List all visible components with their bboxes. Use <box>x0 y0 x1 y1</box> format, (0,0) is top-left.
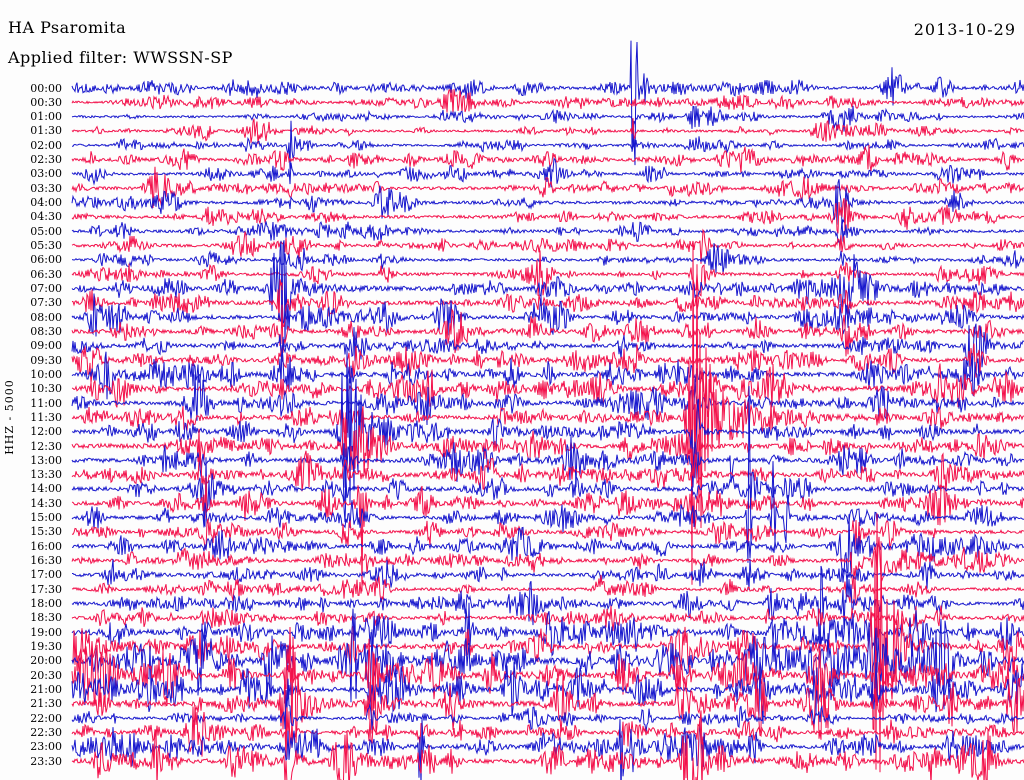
row-time-label: 15:30 <box>30 525 62 539</box>
trace-row-0800 <box>71 290 1024 337</box>
trace-row-1730 <box>71 574 1024 606</box>
row-time-label: 03:30 <box>30 181 62 195</box>
row-time-label: 14:00 <box>30 482 62 496</box>
row-time-label: 09:00 <box>30 339 62 353</box>
row-time-label: 02:30 <box>30 153 62 167</box>
trace-row-0930 <box>71 343 1024 383</box>
row-time-label: 14:30 <box>30 496 62 510</box>
row-time-label: 18:00 <box>30 597 62 611</box>
trace-row-0400 <box>71 179 1024 225</box>
trace-row-1200 <box>71 347 1024 523</box>
row-time-label: 10:30 <box>30 382 62 396</box>
trace-row-1930 <box>71 513 1024 773</box>
row-time-label: 20:00 <box>30 654 62 668</box>
row-time-label: 12:00 <box>30 425 62 439</box>
trace-row-2030 <box>71 638 1024 711</box>
trace-row-0030 <box>71 89 1024 115</box>
row-time-label: 22:30 <box>30 725 62 739</box>
row-time-label: 17:00 <box>30 568 62 582</box>
row-time-label: 04:30 <box>30 210 62 224</box>
row-time-label: 23:30 <box>30 754 62 768</box>
row-time-label: 15:00 <box>30 511 62 525</box>
trace-row-0330 <box>71 166 1024 209</box>
trace-row-2300 <box>71 717 1024 780</box>
applied-filter-line: Applied filter: WWSSN-SP <box>8 48 233 67</box>
trace-row-0100 <box>71 105 1024 138</box>
trace-row-1030 <box>71 363 1024 418</box>
row-time-label: 21:30 <box>30 697 62 711</box>
row-time-label: 07:00 <box>30 281 62 295</box>
row-time-label: 07:30 <box>30 296 62 310</box>
trace-row-2100 <box>71 656 1024 724</box>
row-time-label: 02:00 <box>30 138 62 152</box>
trace-row-1900 <box>71 602 1024 657</box>
row-time-label: 05:00 <box>30 224 62 238</box>
row-time-label: 16:00 <box>30 539 62 553</box>
trace-row-1400 <box>71 457 1024 528</box>
trace-row-0700 <box>71 240 1024 347</box>
trace-row-0430 <box>71 198 1024 234</box>
trace-row-0600 <box>71 243 1024 274</box>
trace-row-0530 <box>71 228 1024 264</box>
trace-row-1230 <box>71 404 1024 476</box>
row-time-label: 11:00 <box>30 396 62 410</box>
plot-date: 2013-10-29 <box>913 20 1016 39</box>
row-time-label: 09:30 <box>30 353 62 367</box>
row-time-label: 22:00 <box>30 711 62 725</box>
trace-row-1100 <box>71 373 1024 426</box>
station-title: HA Psaromita <box>8 18 127 37</box>
row-time-label: 21:00 <box>30 682 62 696</box>
row-time-label: 23:00 <box>30 740 62 754</box>
trace-row-0300 <box>71 157 1024 188</box>
trace-row-0730 <box>71 279 1024 327</box>
trace-row-0900 <box>71 323 1024 385</box>
trace-row-1500 <box>71 386 1024 563</box>
row-time-label: 08:30 <box>30 324 62 338</box>
row-time-label: 20:30 <box>30 668 62 682</box>
row-time-label: 01:30 <box>30 124 62 138</box>
trace-row-1630 <box>71 536 1024 589</box>
row-time-label: 16:30 <box>30 554 62 568</box>
row-time-label: 13:30 <box>30 468 62 482</box>
row-time-label: 01:00 <box>30 110 62 124</box>
trace-row-0630 <box>71 250 1024 297</box>
trace-row-2230 <box>71 704 1024 757</box>
trace-row-0130 <box>71 118 1024 145</box>
row-time-label: 06:30 <box>30 267 62 281</box>
row-time-label: 17:30 <box>30 582 62 596</box>
row-time-label: 13:00 <box>30 453 62 467</box>
row-time-label: 18:30 <box>30 611 62 625</box>
trace-row-0000 <box>71 40 1024 166</box>
row-time-label: 04:00 <box>30 196 62 210</box>
trace-row-0230 <box>71 144 1024 174</box>
row-time-label: 03:00 <box>30 167 62 181</box>
row-time-label: 00:30 <box>30 95 62 109</box>
row-time-label: 19:00 <box>30 625 62 639</box>
trace-row-1430 <box>71 476 1024 592</box>
trace-row-1700 <box>72 558 1024 591</box>
row-time-label: 00:00 <box>30 81 62 95</box>
row-time-label: 12:30 <box>30 439 62 453</box>
trace-row-2130 <box>71 626 1024 759</box>
trace-row-1600 <box>71 514 1024 575</box>
trace-row-1330 <box>71 450 1024 493</box>
trace-row-1800 <box>71 565 1024 654</box>
row-time-label: 11:30 <box>30 410 62 424</box>
trace-row-0830 <box>71 304 1024 357</box>
row-time-label: 08:00 <box>30 310 62 324</box>
trace-row-1530 <box>71 518 1024 551</box>
trace-row-1000 <box>71 345 1024 400</box>
row-time-label: 06:00 <box>30 253 62 267</box>
trace-row-1300 <box>71 436 1024 488</box>
trace-row-2330 <box>71 718 1024 780</box>
trace-row-0500 <box>71 219 1024 246</box>
trace-row-2200 <box>71 678 1024 732</box>
trace-row-1130 <box>71 245 1024 585</box>
row-time-label: 10:00 <box>30 367 62 381</box>
row-time-label: 19:30 <box>30 639 62 653</box>
row-time-label: 05:30 <box>30 239 62 253</box>
